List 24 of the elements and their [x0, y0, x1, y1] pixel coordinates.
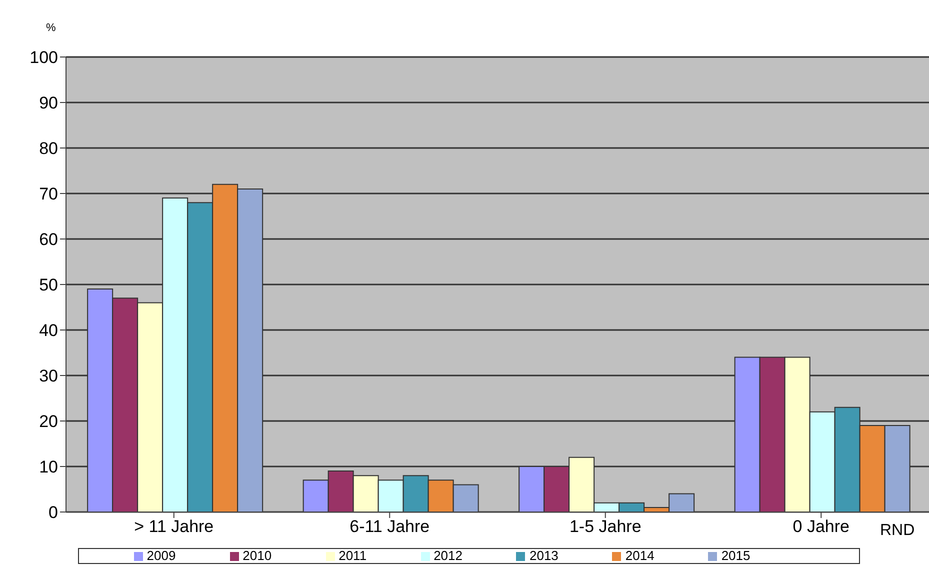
- y-axis-title: %: [46, 22, 56, 34]
- x-tick-label: 1-5 Jahre: [569, 517, 642, 536]
- x-axis-title: RND: [880, 522, 915, 540]
- legend-label: 2009: [146, 548, 176, 563]
- x-tick-label: > 11 Jahre: [134, 517, 214, 536]
- legend-label: 2015: [721, 548, 750, 563]
- y-tick-label: 100: [30, 48, 58, 68]
- legend-label: 2012: [434, 548, 462, 563]
- legend-label: 2014: [625, 548, 654, 563]
- y-tick-label: 0: [48, 503, 58, 522]
- y-tick-label: 40: [39, 321, 58, 340]
- y-tick-label: 50: [39, 276, 58, 295]
- y-tick-label: 80: [39, 139, 58, 158]
- y-tick-label: 90: [39, 94, 58, 113]
- legend-label: 2011: [338, 548, 367, 563]
- legend-label: 2010: [242, 548, 272, 563]
- y-tick-label: 30: [39, 366, 58, 386]
- y-tick-label: 10: [39, 458, 58, 477]
- y-tick-label: 20: [39, 412, 58, 432]
- legend-label: 2013: [529, 548, 558, 563]
- x-tick-label: 0 Jahre: [792, 517, 850, 536]
- y-tick-label: 60: [39, 230, 58, 250]
- y-tick-label: 70: [39, 184, 58, 204]
- x-tick-label: 6-11 Jahre: [350, 517, 430, 536]
